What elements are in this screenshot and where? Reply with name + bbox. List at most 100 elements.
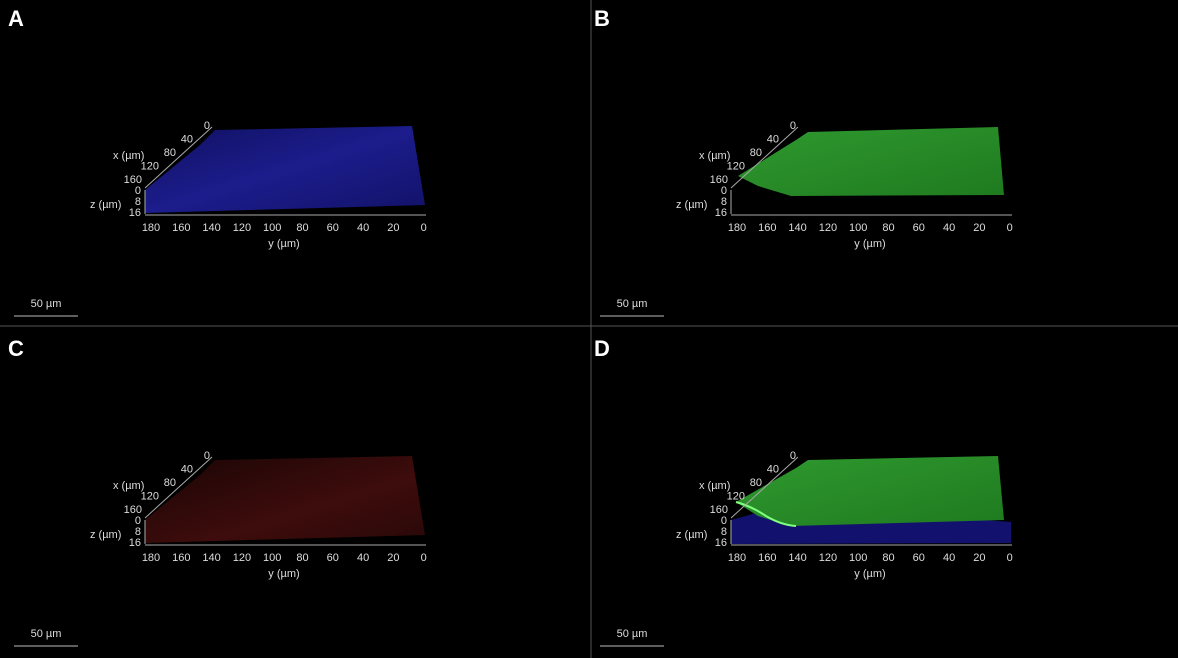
y-tick-label: 80 (296, 552, 308, 564)
y-tick-label: 0 (1007, 222, 1013, 234)
panel-label: A (8, 6, 24, 31)
y-tick-label: 20 (973, 222, 985, 234)
volume (145, 126, 425, 213)
y-tick-label: 100 (263, 552, 281, 564)
y-tick-label: 0 (421, 222, 427, 234)
x-tick-label: 80 (164, 477, 176, 489)
volume (736, 456, 1004, 526)
y-tick-label: 60 (913, 222, 925, 234)
y-tick-label: 80 (882, 222, 894, 234)
x-tick-label: 0 (790, 120, 796, 132)
scale-bar-label: 50 µm (617, 628, 648, 640)
z-axis-title: z (µm) (90, 199, 121, 211)
x-tick-label: 40 (181, 133, 193, 145)
y-tick-label: 180 (728, 222, 746, 234)
y-tick-label: 120 (233, 552, 251, 564)
y-tick-label: 20 (973, 552, 985, 564)
z-axis-title: z (µm) (676, 199, 707, 211)
x-tick-label: 0 (204, 120, 210, 132)
y-axis-title: y (µm) (854, 238, 885, 250)
y-tick-label: 100 (849, 222, 867, 234)
x-tick-label: 160 (710, 174, 728, 186)
x-axis-title: x (µm) (699, 480, 730, 492)
x-tick-label: 80 (750, 477, 762, 489)
y-tick-label: 160 (172, 222, 190, 234)
z-tick-label: 8 (135, 526, 141, 538)
x-axis (730, 126, 799, 189)
y-tick-label: 160 (758, 552, 776, 564)
x-axis (730, 456, 799, 519)
y-tick-label: 100 (263, 222, 281, 234)
volume (145, 456, 425, 543)
x-tick-label: 120 (727, 490, 745, 502)
x-tick-label: 120 (141, 160, 159, 172)
y-tick-label: 100 (849, 552, 867, 564)
y-tick-label: 140 (788, 222, 806, 234)
z-axis-title: z (µm) (90, 529, 121, 541)
y-tick-label: 140 (202, 222, 220, 234)
y-tick-label: 120 (233, 222, 251, 234)
y-tick-label: 60 (913, 552, 925, 564)
y-tick-label: 40 (357, 222, 369, 234)
z-axis-title: z (µm) (676, 529, 707, 541)
y-axis-title: y (µm) (268, 568, 299, 580)
x-axis-title: x (µm) (699, 150, 730, 162)
panel-label: C (8, 336, 24, 361)
y-tick-label: 180 (728, 552, 746, 564)
x-axis-title: x (µm) (113, 480, 144, 492)
x-tick-label: 120 (141, 490, 159, 502)
z-tick-label: 16 (715, 537, 727, 549)
x-tick-label: 160 (124, 174, 142, 186)
scale-bar-label: 50 µm (31, 298, 62, 310)
y-tick-label: 40 (943, 552, 955, 564)
z-tick-label: 8 (135, 196, 141, 208)
x-tick-label: 80 (750, 147, 762, 159)
x-tick-label: 160 (124, 504, 142, 516)
z-tick-label: 0 (721, 515, 727, 527)
y-tick-label: 40 (943, 222, 955, 234)
x-tick-label: 40 (767, 463, 779, 475)
y-tick-label: 60 (327, 222, 339, 234)
y-tick-label: 40 (357, 552, 369, 564)
z-tick-label: 0 (135, 515, 141, 527)
y-axis-title: y (µm) (268, 238, 299, 250)
x-tick-label: 120 (727, 160, 745, 172)
y-tick-label: 120 (819, 552, 837, 564)
y-tick-label: 180 (142, 552, 160, 564)
y-tick-label: 20 (387, 552, 399, 564)
y-tick-label: 80 (882, 552, 894, 564)
panel-label: D (594, 336, 610, 361)
x-tick-label: 0 (790, 450, 796, 462)
z-tick-label: 8 (721, 526, 727, 538)
scale-bar-label: 50 µm (617, 298, 648, 310)
y-tick-label: 20 (387, 222, 399, 234)
y-tick-label: 120 (819, 222, 837, 234)
z-tick-label: 16 (715, 207, 727, 219)
x-tick-label: 80 (164, 147, 176, 159)
volume (738, 127, 1004, 196)
y-tick-label: 80 (296, 222, 308, 234)
x-axis (144, 456, 213, 519)
scale-bar-label: 50 µm (31, 628, 62, 640)
x-axis (144, 126, 213, 189)
x-tick-label: 0 (204, 450, 210, 462)
y-tick-label: 160 (758, 222, 776, 234)
z-tick-label: 0 (135, 185, 141, 197)
z-tick-label: 16 (129, 207, 141, 219)
panel-label: B (594, 6, 610, 31)
z-tick-label: 16 (129, 537, 141, 549)
y-tick-label: 140 (202, 552, 220, 564)
x-axis-title: x (µm) (113, 150, 144, 162)
y-axis-title: y (µm) (854, 568, 885, 580)
y-tick-label: 0 (421, 552, 427, 564)
z-tick-label: 0 (721, 185, 727, 197)
x-tick-label: 160 (710, 504, 728, 516)
x-tick-label: 40 (181, 463, 193, 475)
x-tick-label: 40 (767, 133, 779, 145)
